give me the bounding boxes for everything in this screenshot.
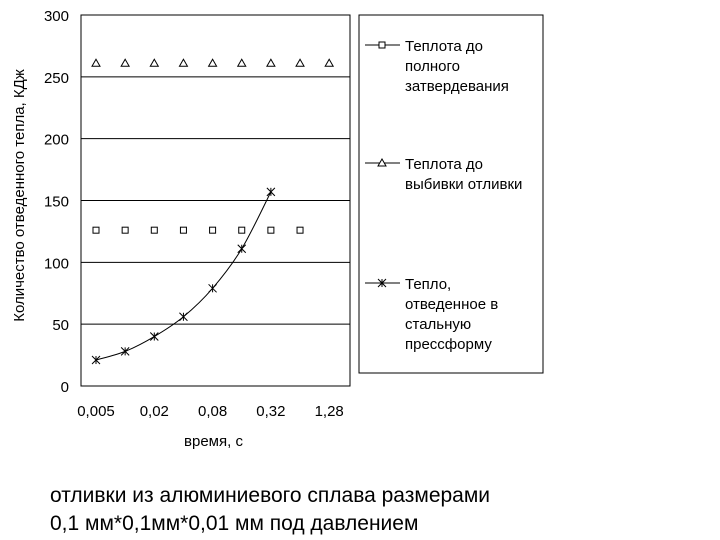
legend-entry-3: Тепло, отведенное в стальную прессформу bbox=[365, 276, 498, 353]
x-tick-label: 0,08 bbox=[198, 403, 227, 420]
data-point bbox=[236, 58, 247, 67]
y-axis-label: Количество отведенного тепла, КДж bbox=[11, 69, 28, 322]
data-point bbox=[209, 226, 217, 234]
data-point bbox=[91, 355, 101, 365]
grid-lines bbox=[81, 14, 350, 387]
data-point bbox=[237, 244, 247, 254]
legend-text: Теплота до bbox=[405, 156, 483, 173]
x-axis: 0,005 0,02 0,08 0,32 1,28 bbox=[77, 403, 344, 420]
y-tick-label: 200 bbox=[44, 132, 69, 149]
legend-text: прессформу bbox=[405, 336, 492, 353]
y-tick-label: 50 bbox=[52, 317, 69, 334]
legend-text: Теплота до bbox=[405, 38, 483, 55]
x-tick-label: 0,02 bbox=[140, 403, 169, 420]
series-line bbox=[95, 191, 272, 361]
y-tick-label: 250 bbox=[44, 70, 69, 87]
data-point bbox=[267, 226, 275, 234]
data-point bbox=[207, 58, 218, 67]
legend-entry-2: Теплота до выбивки отливки bbox=[365, 156, 522, 193]
caption-line-1: отливки из алюминиевого сплава размерами bbox=[50, 484, 491, 507]
data-point bbox=[266, 187, 276, 197]
data-point bbox=[296, 226, 304, 234]
caption-line-2: 0,1 мм*0,1мм*0,01 мм под давлением bbox=[50, 512, 419, 535]
chart: 0 50 100 150 200 250 300 0,005 0,02 0,08 0,32 1,28… bbox=[11, 8, 544, 450]
legend-text: стальную bbox=[405, 316, 471, 333]
y-tick-label: 100 bbox=[44, 255, 69, 272]
series-1 bbox=[92, 226, 304, 234]
legend-text: Тепло, bbox=[405, 276, 451, 293]
legend-marker bbox=[377, 157, 387, 167]
legend-marker bbox=[377, 278, 387, 288]
legend-text: затвердевания bbox=[405, 78, 509, 95]
data-point bbox=[208, 283, 217, 293]
data-point bbox=[121, 226, 129, 234]
data-point bbox=[120, 58, 131, 67]
data-point bbox=[295, 58, 305, 67]
data-point bbox=[179, 312, 188, 322]
series-2 bbox=[91, 58, 335, 67]
legend-marker bbox=[378, 41, 386, 49]
legend-box bbox=[358, 14, 544, 374]
series-layer bbox=[91, 58, 335, 365]
data-point bbox=[238, 226, 246, 234]
y-tick-label: 150 bbox=[44, 194, 69, 211]
data-point bbox=[92, 226, 100, 234]
data-point bbox=[91, 58, 101, 67]
y-axis: 0 50 100 150 200 250 300 bbox=[44, 8, 69, 396]
legend-text: отведенное в bbox=[405, 296, 498, 313]
data-point bbox=[150, 226, 158, 234]
data-point bbox=[149, 58, 160, 67]
y-tick-label: 0 bbox=[61, 379, 69, 396]
x-axis-label: время, с bbox=[184, 433, 243, 450]
x-tick-label: 1,28 bbox=[315, 403, 344, 420]
data-point bbox=[149, 332, 159, 341]
y-tick-label: 300 bbox=[44, 8, 69, 25]
plot-area bbox=[80, 14, 351, 387]
legend-text: полного bbox=[405, 58, 460, 75]
x-tick-label: 0,005 bbox=[77, 403, 115, 420]
legend-text: выбивки отливки bbox=[405, 176, 522, 193]
data-point bbox=[120, 347, 130, 356]
data-point bbox=[178, 58, 189, 67]
x-tick-label: 0,32 bbox=[256, 403, 285, 420]
series-3 bbox=[91, 187, 276, 365]
data-point bbox=[324, 58, 335, 67]
data-point bbox=[266, 58, 276, 67]
legend-entry-1: Теплота до полного затвердевания bbox=[365, 38, 509, 95]
data-point bbox=[179, 226, 187, 234]
